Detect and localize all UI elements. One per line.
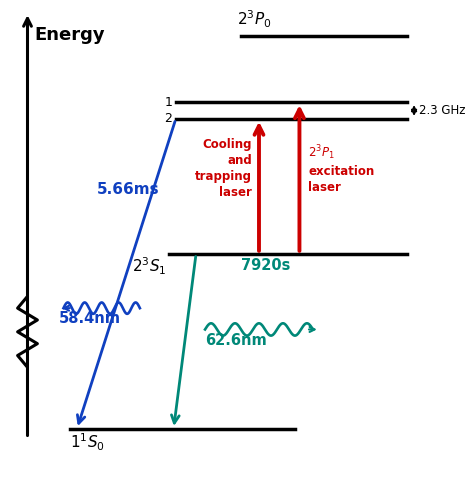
- Text: 2.3 GHz: 2.3 GHz: [419, 104, 465, 117]
- Text: $1^1S_0$: $1^1S_0$: [70, 431, 105, 453]
- Text: Cooling
and
trapping
laser: Cooling and trapping laser: [195, 138, 252, 199]
- Text: $2^3S_1$: $2^3S_1$: [132, 256, 167, 277]
- Text: $2^3P_0$: $2^3P_0$: [237, 9, 271, 30]
- Text: 5.66ms: 5.66ms: [97, 182, 160, 197]
- Text: 62.6nm: 62.6nm: [205, 332, 267, 348]
- Text: $2^3P_1$
excitation
laser: $2^3P_1$ excitation laser: [309, 143, 374, 194]
- Text: 2: 2: [164, 112, 172, 125]
- Text: 7920s: 7920s: [241, 258, 291, 274]
- Text: 1: 1: [164, 96, 172, 109]
- Text: Energy: Energy: [34, 26, 105, 45]
- Text: 58.4nm: 58.4nm: [59, 311, 121, 326]
